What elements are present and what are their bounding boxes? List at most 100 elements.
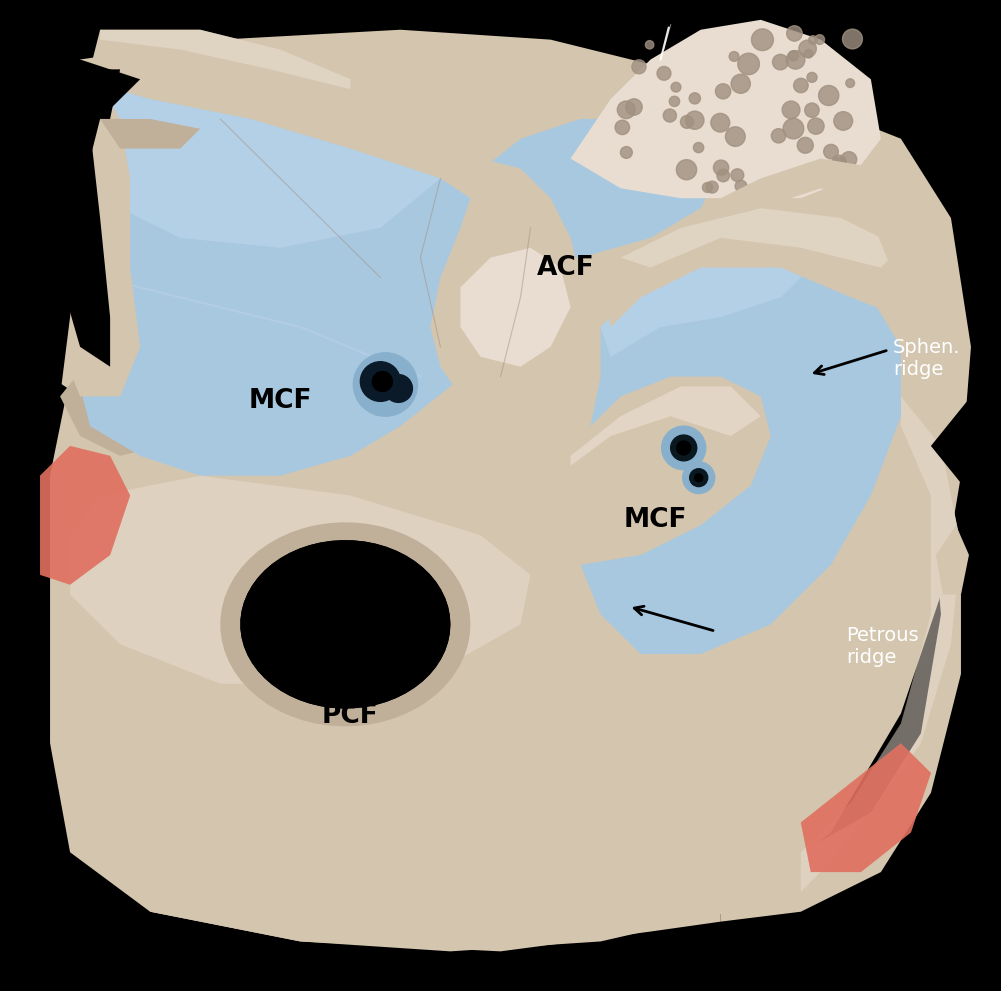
Polygon shape [801,396,961,892]
Circle shape [657,66,671,80]
Circle shape [846,79,855,87]
Circle shape [671,435,697,461]
Polygon shape [931,347,1001,496]
Circle shape [841,152,857,167]
Polygon shape [40,446,130,585]
Circle shape [726,127,745,147]
Circle shape [786,51,805,69]
Polygon shape [571,386,761,466]
Circle shape [824,145,838,159]
Circle shape [646,41,654,49]
Circle shape [819,85,839,105]
Circle shape [843,29,863,49]
Circle shape [618,101,635,119]
Circle shape [731,74,751,93]
Circle shape [717,169,730,181]
Circle shape [834,112,853,130]
Circle shape [703,182,713,192]
Circle shape [729,52,739,61]
Circle shape [694,143,704,153]
Circle shape [807,72,817,82]
Circle shape [772,129,786,143]
Circle shape [664,109,677,122]
Polygon shape [621,208,901,268]
Circle shape [787,26,802,42]
Polygon shape [801,743,931,872]
Circle shape [735,180,747,192]
Circle shape [716,83,731,99]
Polygon shape [60,317,220,456]
Circle shape [690,469,708,487]
Polygon shape [0,0,80,991]
Polygon shape [70,79,531,476]
Circle shape [353,353,417,416]
Polygon shape [240,540,450,709]
Polygon shape [60,476,551,753]
Circle shape [677,441,691,455]
Circle shape [808,118,824,134]
Circle shape [797,138,813,154]
Circle shape [615,120,630,135]
Polygon shape [460,248,571,367]
Polygon shape [60,69,140,396]
Polygon shape [571,20,881,198]
Polygon shape [40,446,130,585]
Polygon shape [40,59,350,396]
Polygon shape [90,30,400,129]
Circle shape [695,474,703,482]
Polygon shape [721,159,931,287]
Polygon shape [460,119,721,258]
Polygon shape [936,525,969,595]
Polygon shape [60,79,110,367]
Circle shape [686,111,704,129]
Circle shape [360,362,400,401]
Text: MCF: MCF [248,388,312,414]
Circle shape [832,156,846,169]
Circle shape [805,103,819,117]
Polygon shape [531,377,771,565]
Circle shape [670,96,680,106]
Circle shape [799,40,816,57]
Polygon shape [70,79,440,248]
Circle shape [815,35,825,45]
Circle shape [788,51,799,60]
Circle shape [738,54,760,74]
Circle shape [711,113,730,132]
Text: ACF: ACF [537,255,595,280]
Circle shape [621,147,633,159]
Polygon shape [150,872,721,951]
Circle shape [809,36,817,45]
Text: PCF: PCF [322,703,378,728]
Circle shape [662,426,706,470]
Circle shape [681,116,694,128]
Circle shape [626,99,643,115]
Circle shape [752,29,774,51]
Circle shape [804,50,813,58]
Polygon shape [70,476,531,684]
Polygon shape [721,396,961,922]
Polygon shape [601,198,931,327]
Circle shape [783,118,804,139]
Circle shape [384,375,412,402]
Polygon shape [0,0,140,396]
Circle shape [372,372,392,391]
Circle shape [632,59,646,73]
Circle shape [776,179,789,192]
Polygon shape [0,0,80,396]
Circle shape [731,168,744,181]
Circle shape [683,462,715,494]
Circle shape [706,181,718,193]
Polygon shape [100,119,200,149]
Circle shape [677,160,697,179]
Circle shape [782,101,800,119]
Polygon shape [581,238,901,654]
Text: MCF: MCF [624,507,688,533]
Polygon shape [70,69,120,119]
Circle shape [832,158,846,172]
Circle shape [689,93,701,104]
Circle shape [832,168,847,183]
Circle shape [794,78,808,93]
Polygon shape [601,238,821,357]
Circle shape [671,82,681,92]
Polygon shape [801,743,931,872]
